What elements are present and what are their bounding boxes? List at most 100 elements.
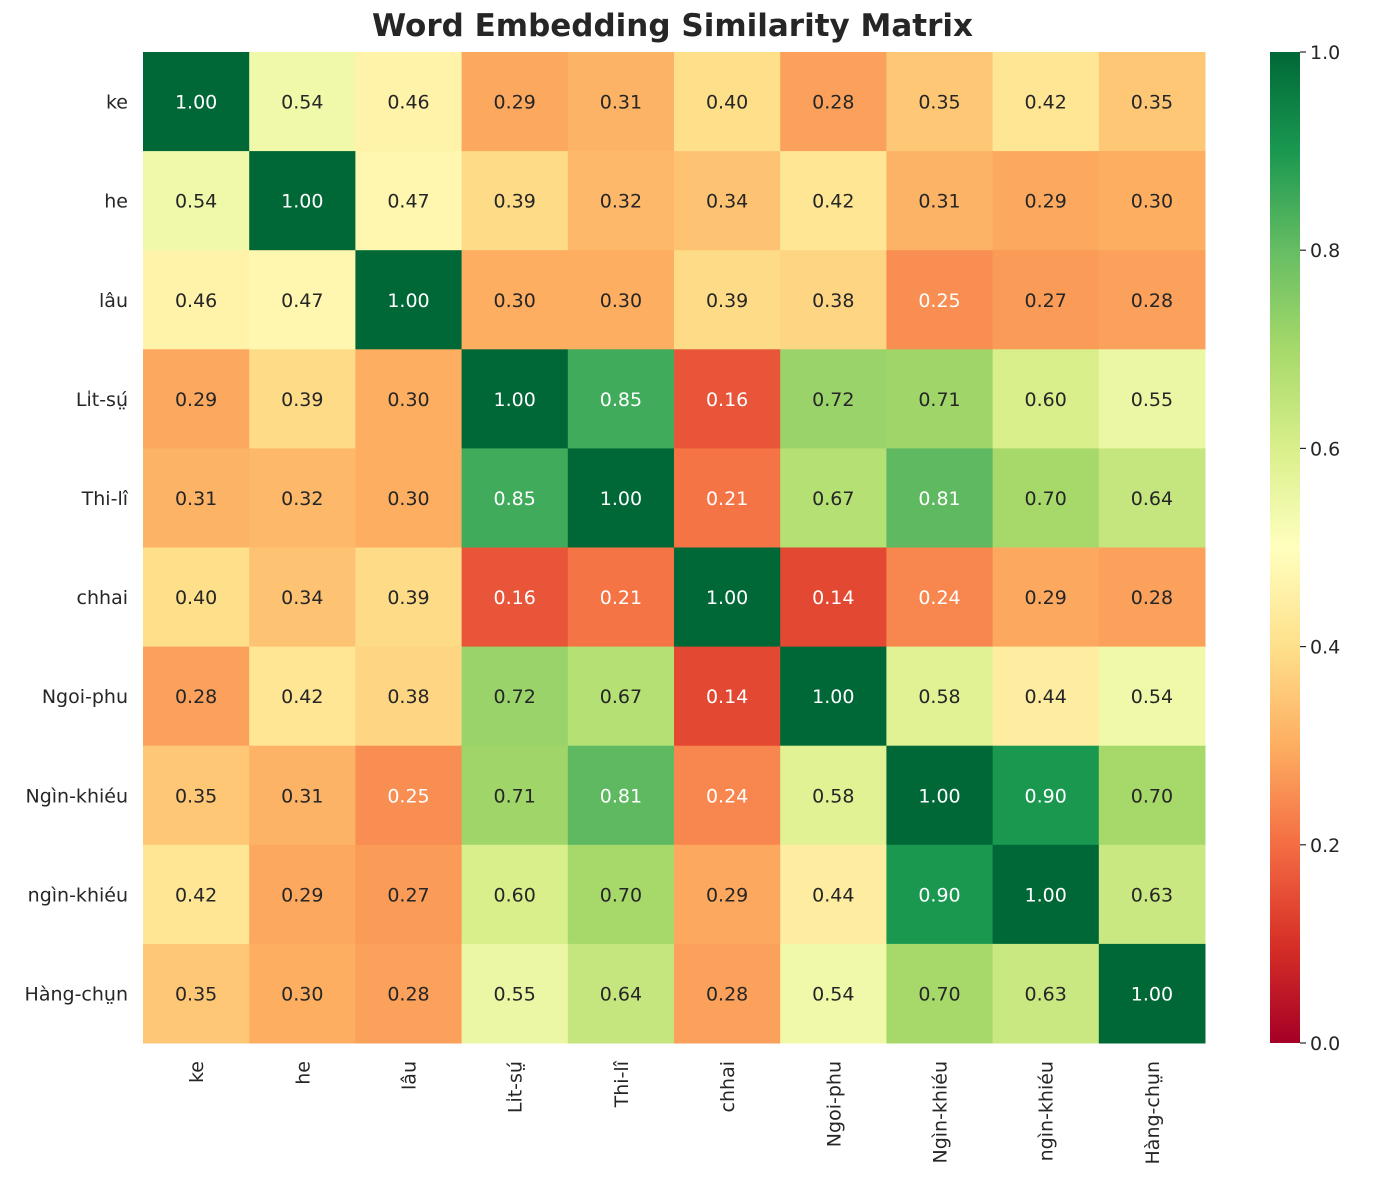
cell-annotation: 0.29 — [175, 389, 217, 411]
cell-annotation: 0.90 — [1025, 785, 1067, 807]
x-tick-label: ngìn-khiéu — [1036, 1061, 1058, 1161]
y-tick-label: Thi-lî — [81, 488, 129, 510]
heatmap-cell — [780, 349, 887, 449]
heatmap-cell — [461, 943, 569, 1044]
heatmap-cell — [1098, 151, 1206, 251]
cell-annotation: 0.31 — [281, 785, 323, 807]
cell-annotation: 0.60 — [494, 884, 536, 906]
heatmap-cell — [143, 646, 250, 747]
heatmap-cell — [461, 151, 569, 251]
cell-annotation: 0.38 — [387, 686, 429, 708]
heatmap-cell — [992, 547, 1100, 648]
heatmap-cell — [461, 547, 569, 648]
cell-annotation: 0.54 — [1131, 686, 1173, 708]
cell-annotation: 0.63 — [1025, 983, 1067, 1005]
heatmap-cell — [886, 646, 994, 747]
cell-annotation: 0.54 — [175, 191, 217, 213]
heatmap-cell — [992, 943, 1100, 1044]
heatmap-cell — [143, 448, 250, 548]
heatmap-cell — [674, 745, 781, 846]
cell-annotation: 0.42 — [812, 191, 854, 213]
cell-annotation: 0.70 — [1025, 488, 1067, 510]
cell-annotation: 0.31 — [600, 92, 642, 114]
heatmap-cell — [1098, 52, 1206, 152]
heatmap-cell — [1098, 349, 1206, 449]
cell-annotation: 0.29 — [494, 92, 536, 114]
cell-annotation: 0.31 — [175, 488, 217, 510]
heatmap-cell — [674, 250, 781, 350]
x-tick-label: Ngìn-khiéu — [930, 1061, 952, 1164]
colorbar-tick-label: 1.0 — [1310, 42, 1340, 64]
cell-annotation: 0.28 — [387, 983, 429, 1005]
heatmap-cell — [1098, 646, 1206, 747]
heatmap-cell — [780, 250, 887, 350]
cell-annotation: 0.90 — [918, 884, 960, 906]
cell-annotation: 0.30 — [281, 983, 323, 1005]
heatmap-cell — [886, 349, 994, 449]
heatmap-cell — [355, 745, 463, 846]
heatmap-cell — [886, 844, 994, 945]
heatmap-cell — [1098, 547, 1206, 648]
heatmap-cell — [780, 52, 887, 152]
cell-annotation: 0.32 — [281, 488, 323, 510]
heatmap-cell — [143, 250, 250, 350]
cell-annotation: 1.00 — [387, 290, 429, 312]
cell-annotation: 0.42 — [1025, 92, 1067, 114]
heatmap-cell — [886, 745, 994, 846]
heatmap-cell — [355, 151, 463, 251]
heatmap-cell — [886, 547, 994, 648]
heatmap-cell — [355, 547, 463, 648]
heatmap-cell — [355, 52, 463, 152]
cell-annotation: 0.29 — [706, 884, 748, 906]
cell-annotation: 0.85 — [600, 389, 642, 411]
heatmap-cell — [886, 448, 994, 548]
cell-annotation: 0.28 — [1131, 290, 1173, 312]
heatmap-cell — [886, 250, 994, 350]
x-tick-label: lâu — [399, 1061, 421, 1090]
cell-annotation: 0.81 — [918, 488, 960, 510]
heatmap-cell — [992, 844, 1100, 945]
cell-annotation: 0.54 — [812, 983, 854, 1005]
cell-annotation: 0.35 — [918, 92, 960, 114]
cell-annotation: 0.39 — [706, 290, 748, 312]
heatmap-cell — [567, 547, 675, 648]
cell-annotation: 0.14 — [706, 686, 748, 708]
cell-annotation: 0.72 — [812, 389, 854, 411]
cell-annotation: 0.55 — [494, 983, 536, 1005]
heatmap-cell — [249, 349, 356, 449]
cell-annotation: 0.67 — [600, 686, 642, 708]
cell-annotation: 0.14 — [812, 587, 854, 609]
heatmap-cell — [143, 151, 250, 251]
heatmap-cell — [249, 448, 356, 548]
heatmap-cell — [143, 745, 250, 846]
x-tick-label: Ngoi-phu — [823, 1061, 845, 1147]
heatmap-cell — [886, 943, 994, 1044]
cell-annotation: 0.21 — [706, 488, 748, 510]
heatmap-cell — [992, 52, 1100, 152]
heatmap-cell — [461, 745, 569, 846]
cell-annotation: 0.70 — [918, 983, 960, 1005]
x-tick-label: Hàng-chṳn — [1142, 1061, 1164, 1164]
heatmap-cell — [249, 151, 356, 251]
cell-annotation: 0.30 — [387, 488, 429, 510]
colorbar-tick-label: 0.0 — [1310, 1033, 1340, 1055]
heatmap-cell — [992, 646, 1100, 747]
heatmap-cell — [992, 250, 1100, 350]
cell-annotation: 0.16 — [494, 587, 536, 609]
cell-annotation: 0.27 — [387, 884, 429, 906]
heatmap-cell — [780, 745, 887, 846]
heatmap-cell — [567, 646, 675, 747]
cell-annotation: 1.00 — [281, 191, 323, 213]
y-tick-label: Hàng-chṳn — [25, 983, 128, 1005]
cell-annotation: 0.30 — [1131, 191, 1173, 213]
heatmap-cell — [249, 646, 356, 747]
cell-annotation: 0.29 — [1025, 587, 1067, 609]
heatmap-cell — [461, 52, 569, 152]
heatmap-cell — [674, 943, 781, 1044]
y-tick-label: lâu — [99, 290, 128, 312]
cell-annotation: 0.39 — [281, 389, 323, 411]
cell-annotation: 0.44 — [1025, 686, 1067, 708]
heatmap-cell — [461, 349, 569, 449]
cell-annotation: 0.34 — [281, 587, 323, 609]
